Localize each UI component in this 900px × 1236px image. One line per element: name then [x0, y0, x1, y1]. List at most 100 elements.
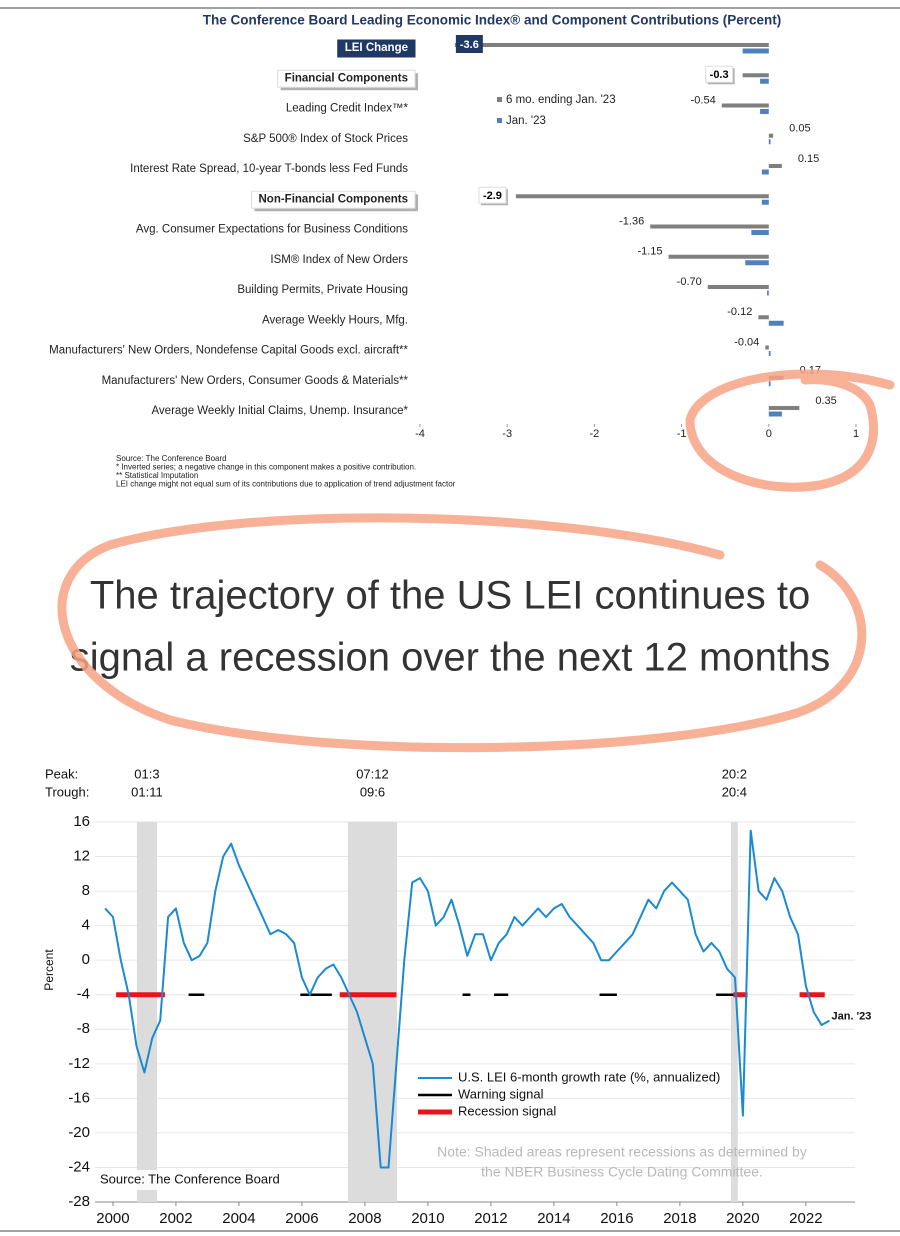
footnote: ** Statistical Imputation: [116, 471, 198, 480]
value-label: -0.12: [727, 306, 752, 318]
monthly-bar: [761, 169, 769, 175]
y-tick-label: -20: [68, 1124, 90, 1141]
x-tick-label: 2020: [726, 1210, 759, 1227]
monthly-bar: [767, 290, 769, 296]
recession-trough: 20:4: [722, 784, 747, 799]
six-month-bar: [768, 133, 774, 138]
category-label: LEI Change: [345, 42, 408, 54]
x-tick-label: 2018: [663, 1210, 696, 1227]
value-label-box: [455, 35, 483, 53]
headline: The trajectory of the US LEI continues t…: [90, 574, 810, 618]
category-label: Building Permits, Private Housing: [237, 284, 408, 296]
source: Source: The Conference Board: [100, 1171, 280, 1186]
monthly-bar: [745, 260, 769, 266]
six-month-bar: [758, 315, 769, 320]
value-label: -3.6: [460, 39, 479, 51]
footnote: * Inverted series; a negative change in …: [116, 463, 416, 472]
value-label: -0.70: [677, 276, 702, 288]
six-month-bar: [707, 285, 769, 289]
value-label: 0.35: [815, 395, 836, 407]
recession-trough: 09:6: [360, 784, 385, 799]
monthly-bar: [742, 48, 769, 54]
value-label: -0.54: [691, 94, 716, 106]
six-month-bar: [515, 194, 769, 199]
footnote: LEI change might not equal sum of its co…: [116, 480, 456, 489]
x-tick-label: 2008: [348, 1210, 381, 1227]
legend-swatch: [497, 118, 502, 123]
trough-label: Trough:: [45, 784, 89, 799]
header-box: [251, 190, 416, 209]
y-tick-label: 16: [73, 813, 90, 830]
recession-peak: 01:3: [134, 766, 159, 781]
category-label: Average Weekly Hours, Mfg.: [262, 314, 408, 326]
recession-peak: 20:2: [722, 766, 747, 781]
y-tick-label: -16: [68, 1089, 90, 1106]
x-tick-label: 2010: [411, 1210, 444, 1227]
six-month-bar: [668, 254, 769, 259]
y-tick-label: -28: [68, 1193, 90, 1210]
monthly-bar: [768, 411, 782, 417]
x-tick-label: 2014: [537, 1210, 570, 1227]
x-tick-label: 2004: [222, 1210, 255, 1227]
header-box: [337, 39, 416, 58]
category-label: Financial Components: [285, 72, 408, 84]
x-tick-label: 2012: [474, 1210, 507, 1227]
recession-shade: [136, 822, 158, 1202]
monthly-bar: [761, 199, 769, 205]
x-tick-label: -3: [502, 428, 512, 440]
monthly-bar: [760, 109, 769, 114]
monthly-bar: [768, 139, 771, 145]
six-month-bar: [650, 224, 769, 229]
x-tick-label: 2006: [285, 1210, 318, 1227]
y-tick-label: -8: [77, 1020, 90, 1037]
x-tick-label: -1: [677, 428, 687, 440]
x-tick-label: -4: [415, 428, 425, 440]
legend-label: Recession signal: [458, 1103, 556, 1118]
y-tick-label: 12: [73, 848, 90, 865]
value-label: -2.9: [483, 190, 502, 202]
category-label: Interest Rate Spread, 10-year T-bonds le…: [130, 163, 408, 175]
value-label-box: [478, 186, 507, 204]
monthly-bar: [760, 78, 769, 84]
monthly-bar: [751, 230, 769, 235]
y-axis-label: Percent: [42, 949, 56, 991]
category-label: Manufacturers' New Orders, Nondefense Ca…: [49, 345, 408, 357]
six-month-bar: [768, 406, 800, 410]
x-tick-label: 2002: [159, 1210, 192, 1227]
value-label: -0.3: [710, 69, 729, 81]
peak-label: Peak:: [45, 766, 78, 781]
category-label: S&P 500® Index of Stock Prices: [243, 133, 408, 145]
header-box: [277, 69, 416, 88]
value-label-box: [705, 65, 734, 83]
recession-trough: 01:11: [131, 784, 163, 799]
value-label: -1.36: [619, 215, 644, 227]
category-label: Average Weekly Initial Claims, Unemp. In…: [151, 405, 408, 417]
monthly-bar: [768, 320, 784, 326]
value-label: -0.04: [734, 336, 759, 348]
legend-swatch: [497, 97, 502, 102]
category-label: Non-Financial Components: [259, 193, 409, 205]
legend-label: 6 mo. ending Jan. '23: [506, 94, 616, 106]
note: the NBER Business Cycle Dating Committee…: [481, 1164, 763, 1180]
monthly-bar: [768, 381, 771, 387]
footnote: Source: The Conference Board: [116, 454, 227, 463]
value-label: 0.05: [789, 123, 810, 135]
monthly-bar: [768, 351, 771, 356]
recession-peak: 07:12: [356, 766, 389, 781]
category-label: Leading Credit Index™*: [286, 103, 409, 115]
x-tick-label: 2022: [789, 1210, 822, 1227]
y-tick-label: -4: [77, 986, 90, 1003]
end-label: Jan. '23: [831, 1011, 871, 1023]
y-tick-label: -24: [68, 1158, 90, 1175]
y-tick-label: 0: [82, 951, 90, 968]
x-tick-label: 0: [766, 428, 772, 440]
x-tick-label: 2000: [96, 1210, 129, 1227]
y-tick-label: 8: [82, 882, 90, 899]
category-label: ISM® Index of New Orders: [270, 254, 408, 266]
chart-title: The Conference Board Leading Economic In…: [203, 13, 782, 28]
y-tick-label: -12: [68, 1055, 90, 1072]
legend-label: Warning signal: [458, 1086, 544, 1101]
highlight-circle: [685, 369, 895, 492]
recession-shade: [730, 822, 738, 1202]
